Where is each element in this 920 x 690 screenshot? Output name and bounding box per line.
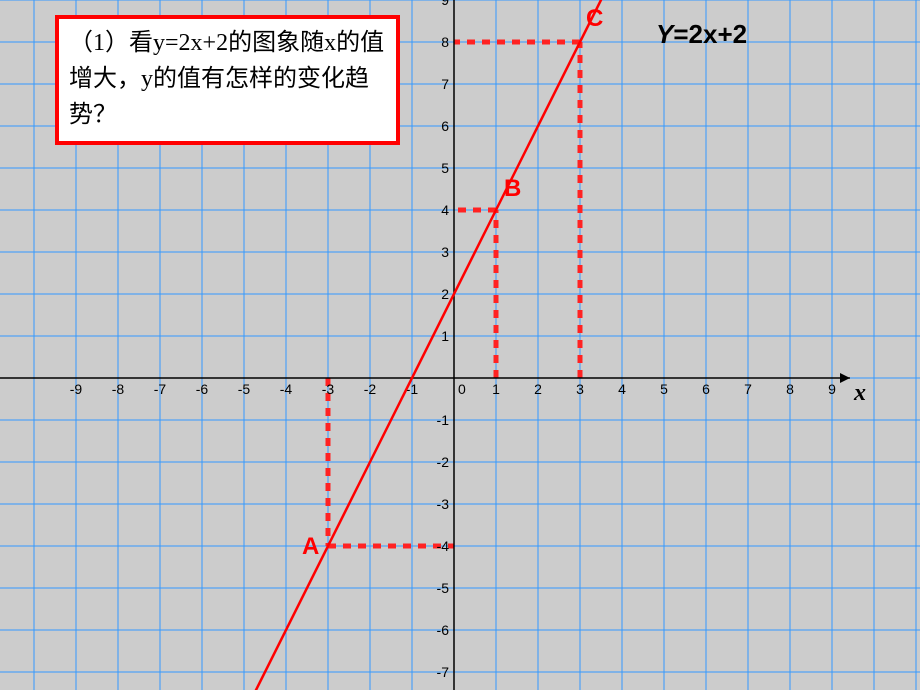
svg-text:8: 8 bbox=[441, 34, 449, 50]
svg-text:-3: -3 bbox=[437, 496, 450, 512]
svg-text:2: 2 bbox=[441, 286, 449, 302]
svg-text:-1: -1 bbox=[437, 412, 450, 428]
svg-text:9: 9 bbox=[828, 381, 836, 397]
svg-text:-9: -9 bbox=[70, 381, 83, 397]
graph-container: -9-8-7-6-5-4-3-2-10123456789-8-7-6-5-4-3… bbox=[0, 0, 920, 690]
svg-text:-3: -3 bbox=[322, 381, 335, 397]
svg-text:2: 2 bbox=[534, 381, 542, 397]
svg-text:B: B bbox=[504, 175, 521, 202]
svg-text:6: 6 bbox=[702, 381, 710, 397]
svg-text:-4: -4 bbox=[437, 538, 450, 554]
svg-text:-7: -7 bbox=[154, 381, 167, 397]
svg-text:A: A bbox=[302, 533, 319, 560]
svg-text:7: 7 bbox=[441, 76, 449, 92]
svg-text:-2: -2 bbox=[364, 381, 377, 397]
svg-text:-8: -8 bbox=[112, 381, 125, 397]
svg-text:-5: -5 bbox=[238, 381, 251, 397]
svg-text:C: C bbox=[586, 5, 603, 32]
svg-text:4: 4 bbox=[441, 202, 449, 218]
svg-text:8: 8 bbox=[786, 381, 794, 397]
equation-label: Y=2x+2 bbox=[656, 19, 747, 49]
svg-text:6: 6 bbox=[441, 118, 449, 134]
svg-text:-7: -7 bbox=[437, 664, 450, 680]
svg-text:7: 7 bbox=[744, 381, 752, 397]
svg-text:-6: -6 bbox=[196, 381, 209, 397]
svg-text:-6: -6 bbox=[437, 622, 450, 638]
question-text: （1）看y=2x+2的图象随x的值增大，y的值有怎样的变化趋势？ bbox=[69, 30, 384, 128]
svg-text:4: 4 bbox=[618, 381, 626, 397]
svg-text:1: 1 bbox=[492, 381, 500, 397]
svg-text:x: x bbox=[853, 380, 866, 406]
svg-text:-5: -5 bbox=[437, 580, 450, 596]
svg-text:-4: -4 bbox=[280, 381, 293, 397]
svg-text:1: 1 bbox=[441, 328, 449, 344]
svg-text:-2: -2 bbox=[437, 454, 450, 470]
svg-text:5: 5 bbox=[660, 381, 668, 397]
svg-text:0: 0 bbox=[458, 381, 466, 397]
svg-text:9: 9 bbox=[441, 0, 449, 8]
svg-text:3: 3 bbox=[576, 381, 584, 397]
svg-text:5: 5 bbox=[441, 160, 449, 176]
svg-text:3: 3 bbox=[441, 244, 449, 260]
question-box: （1）看y=2x+2的图象随x的值增大，y的值有怎样的变化趋势？ bbox=[55, 15, 400, 145]
